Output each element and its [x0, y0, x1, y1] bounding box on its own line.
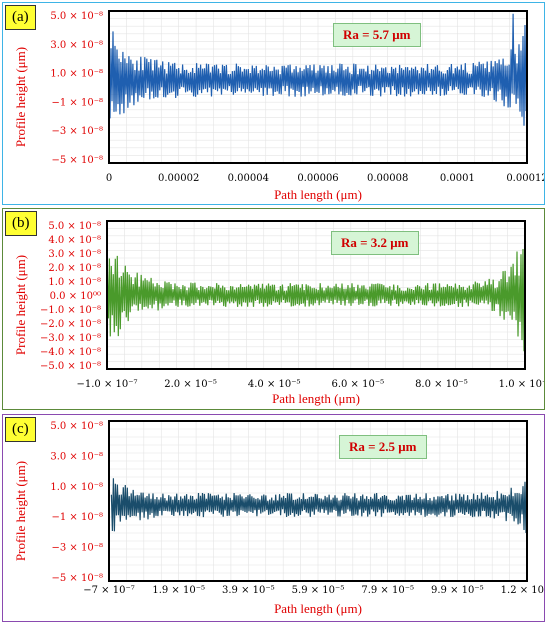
chart-panel-c: 5.0 × 10⁻⁸ 3.0 × 10⁻⁸ 1.0 × 10⁻⁸ −1 × 10⁻⁸ −… [2, 414, 545, 622]
x-tick-label: 4.0 × 10⁻⁵ [248, 379, 301, 390]
ra-label-a: Ra = 5.7 μm [333, 23, 421, 47]
x-tick-label: 0.00008 [367, 173, 408, 184]
panel-label-a: (a) [5, 5, 36, 30]
x-tick-label: 0 [106, 173, 112, 184]
y-tick-label: 1.0 × 10⁻⁸ [48, 277, 101, 288]
series-line [110, 478, 528, 534]
x-axis-label: Path length (μm) [272, 391, 360, 406]
plot-frame [106, 220, 526, 370]
y-tick-label: 1.0 × 10⁻⁸ [50, 482, 103, 493]
x-tick-label: 8.0 × 10⁻⁵ [415, 379, 468, 390]
y-tick-label: −1 × 10⁻⁸ [52, 97, 104, 108]
x-tick-label: 0.00002 [158, 173, 199, 184]
y-tick-label: −5 × 10⁻⁸ [52, 155, 104, 166]
y-tick-label: −3 × 10⁻⁸ [52, 126, 104, 137]
x-tick-label: 0.00012 [506, 173, 544, 184]
y-tick-label: 5.0 × 10⁻⁸ [48, 221, 101, 232]
x-axis-label: Path length (μm) [274, 187, 362, 202]
y-axis-label: Profile height (μm) [13, 461, 28, 561]
chart-c-svg: 5.0 × 10⁻⁸ 3.0 × 10⁻⁸ 1.0 × 10⁻⁸ −1 × 10⁻⁸ −… [13, 420, 544, 616]
x-tick-label: 3.9 × 10⁻⁵ [222, 585, 275, 596]
y-tick-label: 4.0 × 10⁻⁸ [48, 235, 101, 246]
y-tick-label: −3.0 × 10⁻⁸ [40, 333, 101, 344]
chart-b-svg: 5.0 × 10⁻⁸ 4.0 × 10⁻⁸ 3.0 × 10⁻⁸ 2.0 × 10⁻⁸… [13, 220, 544, 406]
ra-label-b: Ra = 3.2 μm [331, 231, 419, 255]
x-tick-label: 1.0 × 10⁻⁴ [499, 379, 544, 390]
panel-label-b: (b) [5, 211, 37, 236]
x-tick-label: 7.9 × 10⁻⁵ [361, 585, 414, 596]
y-tick-label: 1.0 × 10⁻⁸ [50, 69, 103, 80]
y-tick-label: −2.0 × 10⁻⁸ [40, 319, 101, 330]
y-tick-label: −1 × 10⁻⁸ [52, 512, 104, 523]
y-tick-label: −5 × 10⁻⁸ [52, 573, 104, 584]
x-axis-label: Path length (μm) [274, 601, 362, 616]
x-tick-label: −1.0 × 10⁻⁷ [76, 379, 137, 390]
y-tick-label: 2.0 × 10⁻⁸ [48, 263, 101, 274]
y-tick-label: −3 × 10⁻⁸ [52, 543, 104, 554]
x-tick-label: 0.00006 [297, 173, 338, 184]
y-tick-label: −4.0 × 10⁻⁸ [40, 347, 101, 358]
y-tick-label: 3.0 × 10⁻⁸ [48, 249, 101, 260]
y-tick-label: −1.0 × 10⁻⁸ [40, 305, 101, 316]
y-tick-label: 3.0 × 10⁻⁸ [50, 40, 103, 51]
plot-frame [108, 10, 528, 164]
x-tick-label: −7 × 10⁻⁷ [83, 585, 135, 596]
y-tick-label: 3.0 × 10⁻⁸ [50, 451, 103, 462]
chart-panel-a: 5.0 × 10⁻⁸ 3.0 × 10⁻⁸ 1.0 × 10⁻⁸ −1 × 10⁻⁸ −… [2, 2, 545, 205]
ra-label-c: Ra = 2.5 μm [339, 435, 427, 459]
y-axis-label: Profile height (μm) [13, 255, 28, 355]
plot-frame [108, 420, 528, 582]
x-tick-label: 2.0 × 10⁻⁵ [164, 379, 217, 390]
panel-label-c: (c) [5, 417, 36, 442]
chart-a-svg: 5.0 × 10⁻⁸ 3.0 × 10⁻⁸ 1.0 × 10⁻⁸ −1 × 10⁻⁸ −… [13, 10, 544, 202]
x-tick-label: 1.9 × 10⁻⁵ [152, 585, 205, 596]
x-tick-label: 1.2 × 10⁻⁴ [501, 585, 544, 596]
series-line [106, 248, 526, 352]
y-tick-label: 5.0 × 10⁻⁸ [50, 11, 103, 22]
y-tick-label: 5.0 × 10⁻⁸ [50, 421, 103, 432]
x-tick-label: 0.0001 [440, 173, 475, 184]
chart-panel-b: 5.0 × 10⁻⁸ 4.0 × 10⁻⁸ 3.0 × 10⁻⁸ 2.0 × 10⁻⁸… [2, 208, 545, 410]
series-line [108, 13, 528, 126]
x-tick-label: 9.9 × 10⁻⁵ [431, 585, 484, 596]
x-tick-label: 0.00004 [228, 173, 269, 184]
x-tick-label: 5.9 × 10⁻⁵ [292, 585, 345, 596]
y-tick-label: −5.0 × 10⁻⁸ [40, 361, 101, 372]
x-tick-label: 6.0 × 10⁻⁵ [331, 379, 384, 390]
y-axis-label: Profile height (μm) [13, 47, 28, 147]
y-tick-label: 0.0 × 10⁰⁰ [50, 291, 101, 302]
